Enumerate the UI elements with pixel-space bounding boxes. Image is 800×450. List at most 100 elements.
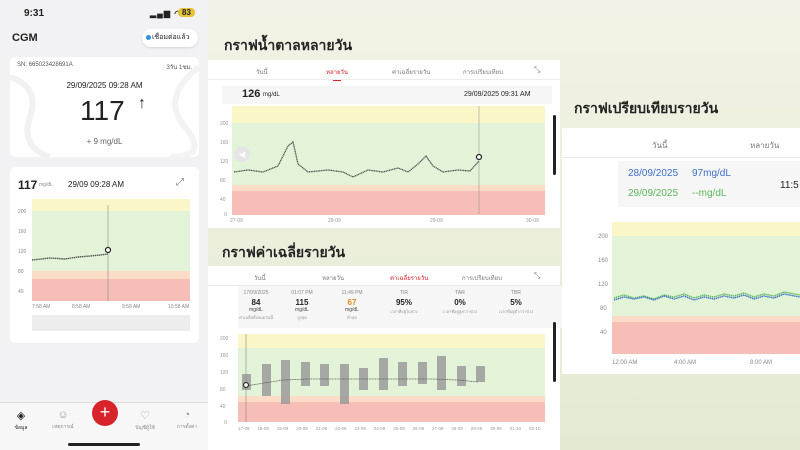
connection-label: เชื่อมต่อแล้ว (152, 34, 190, 41)
current-point (475, 153, 483, 161)
current-point (104, 246, 112, 254)
x-tick: 7:58 AM (32, 304, 50, 310)
y-tick: 40 (220, 404, 226, 410)
multi-day-tabs: วันนี้ หลายวัน ค่าเฉลี่ยรายวัน การเปรียบ… (208, 60, 560, 81)
glucose-value: 117 (80, 95, 125, 126)
sensor-days-left: 3วัน 1ชม. (166, 65, 192, 71)
series-28-09 (613, 293, 800, 301)
status-bar: 9:31 ▂▄▆ ◠ 83 (0, 0, 208, 26)
day-range-box (262, 364, 271, 396)
tab-label: การตั้งค่า (176, 424, 198, 430)
tab-compare[interactable]: การเปรียบเทียบ (462, 276, 502, 282)
day-range-box (242, 374, 251, 390)
series-29-09 (613, 291, 800, 300)
x-tick: 12:00 AM (612, 360, 637, 366)
smile-icon: ☺ (57, 409, 69, 421)
x-tick: 29-09 (430, 218, 443, 224)
x-tick: 8:00 AM (750, 360, 772, 366)
y-tick: 160 (220, 353, 229, 359)
tab-data[interactable]: ◈ ข้อมูล (6, 409, 36, 432)
day-range-box (301, 362, 310, 386)
day-range-box (379, 358, 388, 390)
mini-chart-card[interactable]: 117 mg/dL 29/09 09:28 AM ⤢ 200 160 120 8… (10, 167, 199, 343)
y-tick: 80 (600, 306, 607, 312)
x-tick: 8:58 AM (72, 304, 90, 310)
day-range-box (359, 368, 368, 390)
x-tick: 10:58 AM (168, 304, 189, 310)
bottom-tab-bar: ◈ ข้อมูล ☺ เหตุการณ์ ♡ บัญชีผู้ใช้ ◔ การ… (0, 402, 208, 450)
stat-tbr: TBR 5% เวลาที่อยู่ต่ำกว่าช่วง (498, 290, 534, 314)
tab-today[interactable]: วันนี้ (254, 276, 266, 282)
x-tick: 01-10 (510, 426, 522, 431)
current-reading-card: SN: 665023428691A 3วัน 1ชม. 29/09/2025 0… (10, 57, 199, 157)
collapse-icon[interactable]: ⤡ (534, 271, 541, 280)
battery-icon: 83 (178, 8, 195, 17)
y-tick: 80 (18, 269, 24, 275)
tab-compare[interactable]: การเปรียบเทียบ (463, 70, 503, 76)
reading-datetime: 29/09/2025 09:28 AM (66, 81, 143, 90)
mini-chart-datetime: 29/09 09:28 AM (68, 180, 125, 189)
tab-account[interactable]: ♡ บัญชีผู้ใช้ (130, 409, 160, 432)
sensor-serial: SN: 665023428691A (17, 62, 73, 68)
expand-icon[interactable]: ⤢ (176, 177, 184, 188)
y-tick: 120 (220, 370, 229, 376)
compare-tabs: วันนี้ หลายวัน (562, 128, 800, 158)
tab-label: บัญชีผู้ใช้ (135, 425, 155, 431)
y-tick: 0 (224, 420, 227, 426)
compare-panel: วันนี้ หลายวัน 28/09/2025 97mg/dL 29/09/… (562, 128, 800, 374)
tab-label: เหตุการณ์ (52, 424, 74, 430)
collapse-icon[interactable]: ⤡ (534, 65, 541, 74)
tab-today[interactable]: วันนี้ (256, 70, 268, 76)
y-tick: 80 (220, 387, 226, 393)
stat-tir: TIR 95% เวลาที่อยู่ในช่วง (390, 290, 418, 314)
daily-average-panel: วันนี้ หลายวัน ค่าเฉลี่ยรายวัน การเปรียบ… (208, 266, 754, 450)
x-axis-ticks: 17-09 18-09 19-09 20-09 21-09 22-09 23-09 24-09… (238, 426, 541, 431)
x-tick: 4:00 AM (674, 360, 696, 366)
tab-daily-average[interactable]: ค่าเฉลี่ยรายวัน (390, 273, 428, 287)
tab-daily-average[interactable]: ค่าเฉลี่ยรายวัน (392, 70, 431, 76)
compare-date-2: 29/09/2025 (628, 188, 679, 199)
tab-today[interactable]: วันนี้ (652, 141, 668, 150)
y-tick: 160 (220, 140, 229, 146)
multi-day-datetime: 29/09/2025 09:31 AM (464, 91, 531, 98)
day-range-box (476, 366, 485, 382)
tab-multi-day[interactable]: หลายวัน (326, 67, 348, 81)
glucose-delta: + 9 mg/dL (86, 137, 123, 146)
daily-average-scrollbar[interactable] (553, 322, 556, 382)
multi-day-title: กราฟน้ำตาลหลายวัน (224, 37, 353, 53)
tab-events[interactable]: ☺ เหตุการณ์ (48, 409, 78, 431)
y-tick: 0 (224, 212, 227, 218)
x-tick: 20-09 (296, 426, 308, 431)
y-tick: 200 (220, 336, 229, 342)
stat-lowest: 11:49 PM 67 mg/dL ต่ำสุด (341, 290, 363, 320)
y-tick: 200 (220, 121, 229, 127)
y-tick: 40 (600, 330, 607, 336)
day-range-box (418, 362, 427, 384)
compare-date-1: 28/09/2025 (628, 168, 679, 179)
y-tick: 40 (220, 197, 226, 203)
status-time: 9:31 (24, 8, 45, 19)
signal-icon: ▂▄▆ ◠ (150, 9, 183, 18)
day-range-box (398, 362, 407, 386)
multi-day-scrollbar[interactable] (553, 115, 556, 175)
x-tick: 18-09 (257, 426, 269, 431)
y-tick: 160 (18, 229, 27, 235)
x-tick: 23-09 (354, 426, 366, 431)
compare-value-1: 97mg/dL (692, 168, 731, 179)
home-indicator (68, 443, 140, 446)
connection-button[interactable]: เชื่อมต่อแล้ว (142, 29, 198, 47)
y-tick: 120 (598, 282, 609, 288)
trend-arrow-icon: ↑ (138, 95, 146, 112)
tab-settings[interactable]: ◔ การตั้งค่า (172, 409, 202, 431)
multi-day-unit: mg/dL (263, 92, 280, 98)
y-tick: 200 (18, 209, 27, 215)
add-button[interactable]: + (92, 400, 118, 426)
tab-multi-day[interactable]: หลายวัน (750, 141, 780, 150)
y-tick: 120 (220, 159, 229, 165)
multi-day-panel: วันนี้ หลายวัน ค่าเฉลี่ยรายวัน การเปรียบ… (208, 60, 560, 228)
tab-multi-day[interactable]: หลายวัน (322, 276, 344, 282)
scroll-left-button[interactable] (234, 146, 250, 162)
x-tick: 21-09 (316, 426, 328, 431)
heart-icon: ♡ (140, 410, 150, 422)
card-pattern (10, 64, 199, 157)
